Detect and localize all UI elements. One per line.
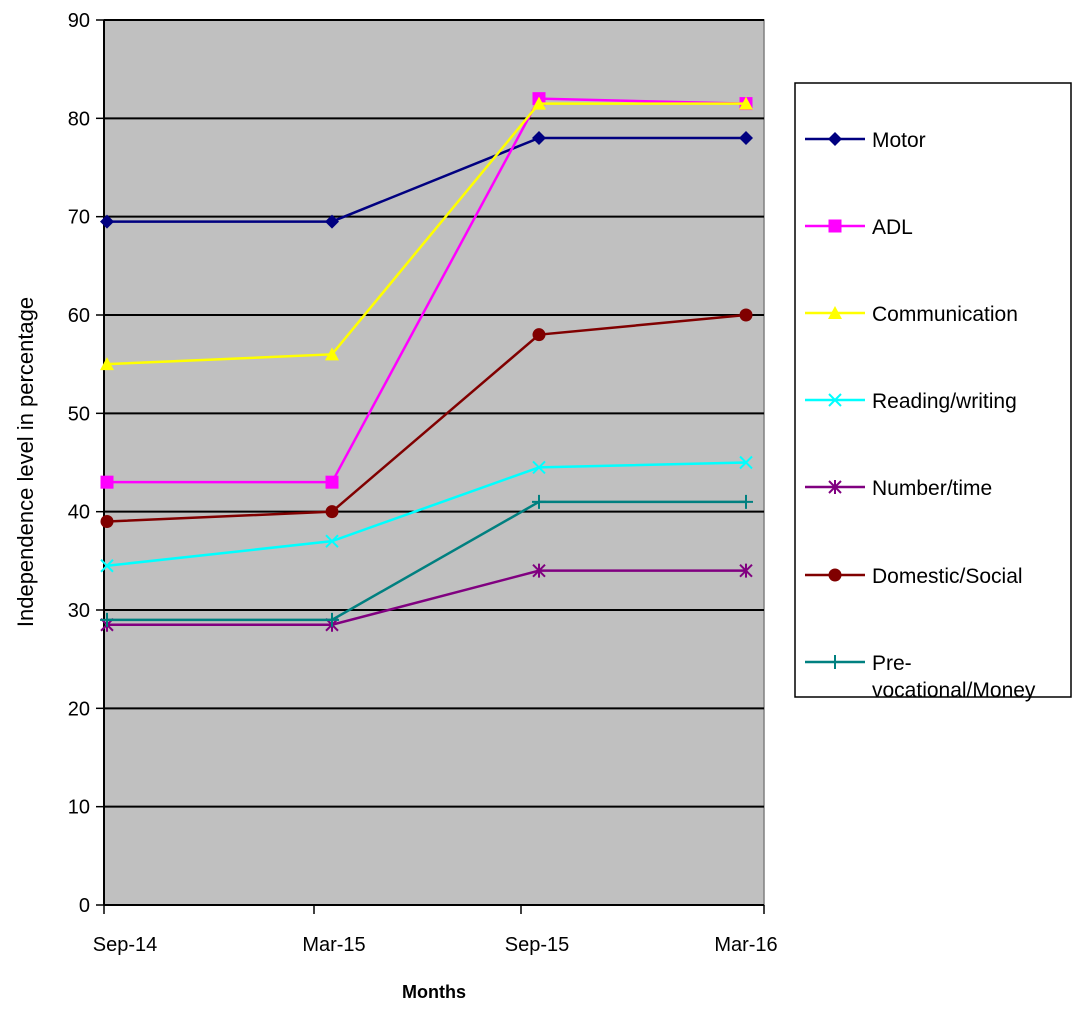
legend-marker [828, 480, 842, 494]
data-point-pre-vocational-money [532, 494, 546, 509]
series-line-domestic-social [106, 313, 747, 523]
series-motor [100, 131, 753, 229]
legend-label: Motor [872, 129, 926, 152]
series-line-communication [106, 102, 746, 366]
y-tick-label: 20 [68, 698, 90, 720]
data-point-domestic-social [100, 515, 114, 528]
data-point-number-time [739, 563, 753, 578]
data-point-reading-writing [100, 559, 114, 573]
series-line-pre-vocational-money [107, 500, 746, 622]
data-point-motor [100, 214, 114, 229]
data-point-reading-writing [739, 455, 753, 470]
legend-label: Pre- [872, 652, 912, 675]
series-line-number-time [107, 569, 746, 626]
x-tick-label: Mar-16 [714, 934, 777, 956]
legend-marker [828, 393, 842, 407]
data-point-pre-vocational-money [100, 612, 114, 627]
series-adl [100, 92, 753, 489]
legend-marker [828, 655, 842, 669]
legend-label: Domestic/Social [872, 565, 1023, 588]
plot-area [103, 19, 765, 906]
legend-label: ADL [872, 216, 913, 239]
gridlines [104, 19, 764, 808]
x-tick-label: Sep-14 [93, 934, 158, 956]
legend-item-communication: Communication [805, 303, 1018, 326]
data-point-motor [739, 131, 753, 145]
legend-item-motor: Motor [805, 129, 926, 152]
legend-item-reading-writing: Reading/writing [805, 390, 1017, 413]
data-point-adl [100, 475, 114, 489]
y-tick-label: 50 [68, 403, 90, 425]
series-communication [100, 96, 753, 371]
data-point-adl [325, 475, 339, 489]
data-point-domestic-social [532, 328, 546, 342]
y-tick-label: 0 [79, 895, 90, 917]
y-tick-label: 10 [68, 797, 90, 819]
data-point-communication [325, 347, 339, 361]
x-tick-label: Sep-15 [505, 934, 570, 956]
x-tick-label: Mar-15 [302, 934, 365, 956]
legend-label: Reading/writing [872, 390, 1017, 413]
data-point-communication [100, 357, 114, 371]
data-point-communication [739, 96, 753, 110]
y-tick-label: 70 [68, 207, 90, 229]
legend-label: vocational/Money [872, 679, 1036, 702]
data-point-pre-vocational-money [325, 612, 339, 627]
legend-item-number-time: Number/time [805, 477, 992, 500]
data-point-number-time [532, 563, 546, 578]
series-number-time [100, 563, 753, 632]
y-axis-title: Independence level in percentage [13, 297, 38, 627]
y-tick-label: 60 [68, 305, 90, 327]
data-point-reading-writing [532, 460, 546, 475]
legend-item-pre-vocational-money: Pre-vocational/Money [805, 652, 1036, 702]
legend-marker [828, 568, 842, 582]
y-tick-label: 40 [68, 502, 90, 524]
y-tick-label: 90 [68, 10, 90, 32]
series-line-adl [107, 97, 747, 484]
legend-marker [828, 132, 842, 146]
legend-label: Communication [872, 303, 1018, 326]
data-point-motor [532, 131, 546, 145]
data-point-pre-vocational-money [739, 494, 753, 509]
legend-marker [828, 306, 842, 319]
data-point-communication [532, 96, 546, 110]
legend-item-domestic-social: Domestic/Social [805, 565, 1023, 588]
y-tick-label: 80 [68, 108, 90, 130]
series-domestic-social [100, 308, 753, 528]
data-point-motor [325, 214, 339, 229]
legend-item-adl: ADL [805, 216, 913, 239]
series-reading-writing [100, 455, 753, 573]
legend-box [794, 82, 1072, 698]
data-point-domestic-social [739, 308, 753, 322]
legend-marker [828, 219, 842, 233]
y-tick-label: 30 [68, 600, 90, 622]
data-point-domestic-social [325, 505, 339, 519]
legend-label: Number/time [872, 477, 992, 500]
series-pre-vocational-money [100, 494, 753, 627]
series-lines [100, 92, 753, 632]
legend: Motor ADL Communication Reading/writing Numb… [794, 82, 1072, 702]
series-line-motor [107, 136, 746, 223]
axes: 0 10 20 30 40 50 60 70 80 90 Sep-14 Mar-15 Sep-15 Mar… [68, 10, 778, 956]
x-axis-title: Months [402, 982, 466, 1002]
series-line-reading-writing [106, 461, 747, 567]
data-point-reading-writing [325, 534, 339, 548]
